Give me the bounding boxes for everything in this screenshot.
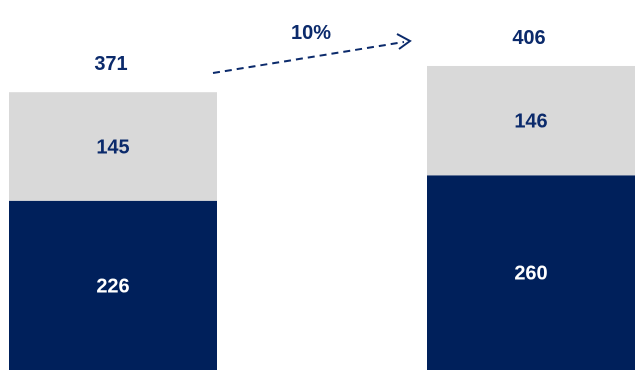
- segment-value-label: 146: [514, 111, 547, 133]
- segment-value-label: 260: [514, 263, 547, 285]
- bars-layer: [9, 65, 635, 370]
- growth-arrow-layer: 10%: [212, 22, 412, 74]
- labels-layer: 226 145 371 260 146 406: [94, 27, 547, 297]
- bar-segment-bottom-2: [427, 175, 635, 370]
- growth-arrow-head: [396, 33, 412, 50]
- total-value-label: 406: [512, 27, 545, 49]
- segment-value-label: 226: [96, 275, 129, 297]
- growth-arrow-line: [212, 41, 405, 74]
- growth-percentage-label: 10%: [291, 22, 331, 44]
- total-value-label: 371: [94, 53, 127, 75]
- segment-value-label: 145: [96, 136, 129, 158]
- bar-segment-top-2: [427, 65, 635, 176]
- bar-segment-top-1: [9, 92, 217, 201]
- bar-segment-bottom-1: [9, 200, 217, 370]
